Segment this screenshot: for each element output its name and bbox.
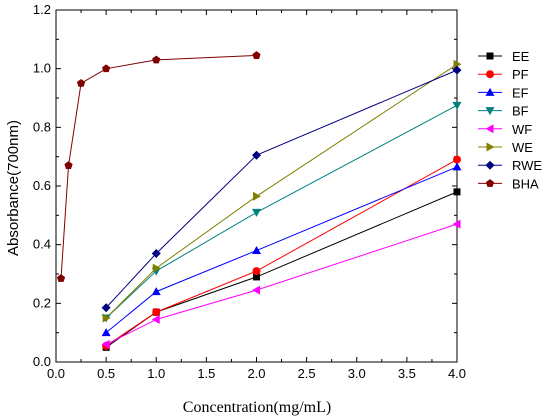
legend-label-we: WE <box>512 140 533 155</box>
legend-marker-ef <box>485 87 495 96</box>
x-tick-label: 4.0 <box>448 366 466 381</box>
data-point-pf <box>252 267 261 276</box>
data-point-pf <box>453 155 461 164</box>
y-tick-label: 0.4 <box>33 237 51 252</box>
series-line-bha <box>60 54 257 279</box>
data-point-bha <box>252 51 261 59</box>
legend-marker-rwe <box>485 160 495 170</box>
data-point-bha <box>76 79 86 87</box>
data-point-we <box>102 313 111 323</box>
data-point-wf <box>452 219 461 229</box>
legend-marker-pf <box>486 70 494 79</box>
x-tick-label: 2.5 <box>298 366 316 381</box>
legend-marker-wf <box>485 124 494 134</box>
data-point-ef <box>101 328 111 337</box>
x-tick-label: 1.0 <box>147 366 165 381</box>
data-point-bf <box>452 101 462 110</box>
legend-marker-bha <box>485 179 495 187</box>
series-line-wf <box>105 223 458 345</box>
data-point-wf <box>252 285 260 295</box>
legend-label-pf: PF <box>512 67 529 82</box>
data-point-bha <box>64 161 73 169</box>
x-tick-label: 2.0 <box>247 366 265 381</box>
data-point-bf <box>252 208 261 217</box>
series-line-bf <box>105 104 458 319</box>
y-tick-label: 1.0 <box>33 61 51 76</box>
data-point-ef <box>151 287 161 296</box>
data-point-we <box>152 263 161 273</box>
y-tick-label: 1.2 <box>33 2 51 17</box>
series-line-ef <box>105 166 458 334</box>
data-point-ee <box>453 188 461 196</box>
legend-marker-ee <box>486 52 494 60</box>
data-point-bha <box>56 274 66 282</box>
y-tick-label: 0.6 <box>33 178 51 193</box>
series-line-pf <box>105 159 458 347</box>
data-point-rwe <box>101 303 111 313</box>
data-point-bha <box>102 64 111 73</box>
legend-marker-bf <box>485 107 495 116</box>
legend-label-rwe: RWE <box>512 158 542 173</box>
data-point-bha <box>152 55 161 64</box>
y-axis-title: Absorbance(700nm) <box>5 120 22 256</box>
legend-marker-we <box>486 142 495 152</box>
x-axis-title: Concentration(mg/mL) <box>183 399 331 416</box>
series-line-rwe <box>105 69 458 309</box>
data-point-we <box>453 59 462 69</box>
y-tick-label: 0.8 <box>33 119 51 134</box>
y-tick-label: 0.0 <box>33 354 51 369</box>
data-point-rwe <box>452 65 462 75</box>
data-point-ef <box>452 162 462 171</box>
x-tick-label: 1.5 <box>197 366 215 381</box>
legend-label-ef: EF <box>512 85 529 100</box>
data-point-rwe <box>252 150 261 160</box>
x-tick-label: 0.0 <box>47 366 65 381</box>
data-point-rwe <box>151 248 161 258</box>
data-point-ee <box>253 273 260 281</box>
series-line-we <box>105 63 458 319</box>
series-line-ee <box>105 191 458 348</box>
series-markers <box>56 51 462 351</box>
axis-ticks: 0.0 0.5 1.0 1.5 2.0 2.5 3.0 3.5 4.0 0.0 0.2 0.4 0.6 0… <box>33 2 466 381</box>
data-point-we <box>253 191 261 201</box>
legend-label-bha: BHA <box>512 176 539 191</box>
data-point-wf <box>101 339 110 349</box>
legend-label-wf: WF <box>512 122 532 137</box>
legend-label-ee: EE <box>512 49 530 64</box>
x-tick-label: 3.0 <box>348 366 366 381</box>
data-point-pf <box>152 308 161 317</box>
data-point-wf <box>151 314 160 324</box>
legend: EE PF EF BF WF WE RWE BHA <box>478 49 542 191</box>
data-point-ef <box>252 246 261 255</box>
series-lines <box>60 54 458 348</box>
y-tick-label: 0.2 <box>33 295 51 310</box>
legend-label-bf: BF <box>512 104 529 119</box>
x-tick-label: 0.5 <box>97 366 115 381</box>
x-tick-label: 3.5 <box>398 366 416 381</box>
